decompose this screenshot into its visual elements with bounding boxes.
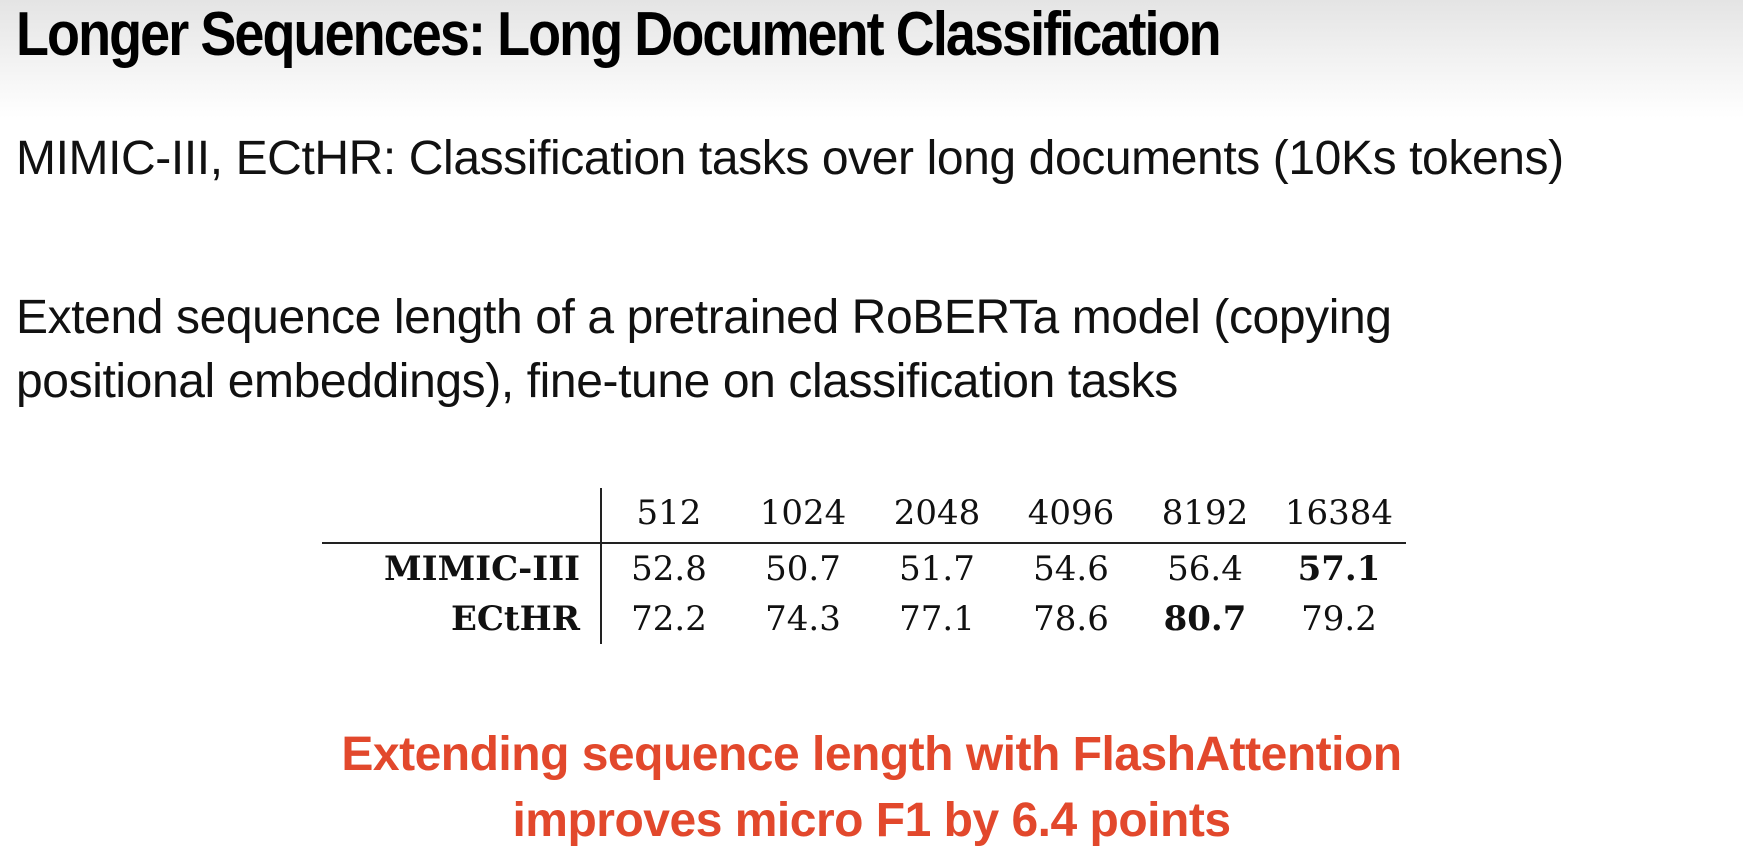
table-row-mimic: MIMIC-III 52.8 50.7 51.7 54.6 56.4 57.1 [322,543,1406,594]
results-table: 512 1024 2048 4096 8192 16384 MIMIC-III … [322,488,1406,644]
column-header: 2048 [870,488,1004,544]
slide-title: Longer Sequences: Long Document Classifi… [16,0,1222,69]
table-cell: 80.7 [1163,599,1247,639]
table-cell: 51.7 [899,549,975,589]
table-cell: 54.6 [1033,549,1109,589]
column-header: 4096 [1004,488,1138,544]
table-cell: 77.1 [899,599,975,639]
callout-line-1: Extending sequence length with FlashAtte… [341,728,1402,781]
table-corner-cell [322,488,602,544]
table-cell: 79.2 [1301,599,1377,639]
method-description-line-1: Extend sequence length of a pretrained R… [16,291,1392,344]
column-header: 16384 [1272,488,1406,544]
method-description: Extend sequence length of a pretrained R… [16,286,1392,414]
table-cell: 74.3 [765,599,841,639]
table-cell: 72.2 [631,599,707,639]
table-cell: 78.6 [1033,599,1109,639]
column-header: 8192 [1138,488,1272,544]
table-cell: 56.4 [1167,549,1243,589]
table-cell: 57.1 [1297,549,1381,589]
title-bar: Longer Sequences: Long Document Classifi… [0,0,1743,118]
table-cell: 50.7 [765,549,841,589]
column-header: 512 [601,488,736,544]
table-row-ecthr: ECtHR 72.2 74.3 77.1 78.6 80.7 79.2 [322,594,1406,644]
row-label: MIMIC-III [322,543,602,594]
column-header: 1024 [736,488,870,544]
method-description-line-2: positional embeddings), fine-tune on cla… [16,355,1178,408]
callout-line-2: improves micro F1 by 6.4 points [512,794,1231,847]
datasets-description: MIMIC-III, ECtHR: Classification tasks o… [16,132,1564,185]
row-label: ECtHR [322,594,602,644]
table-cell: 52.8 [631,549,707,589]
table-header-row: 512 1024 2048 4096 8192 16384 [322,488,1406,544]
